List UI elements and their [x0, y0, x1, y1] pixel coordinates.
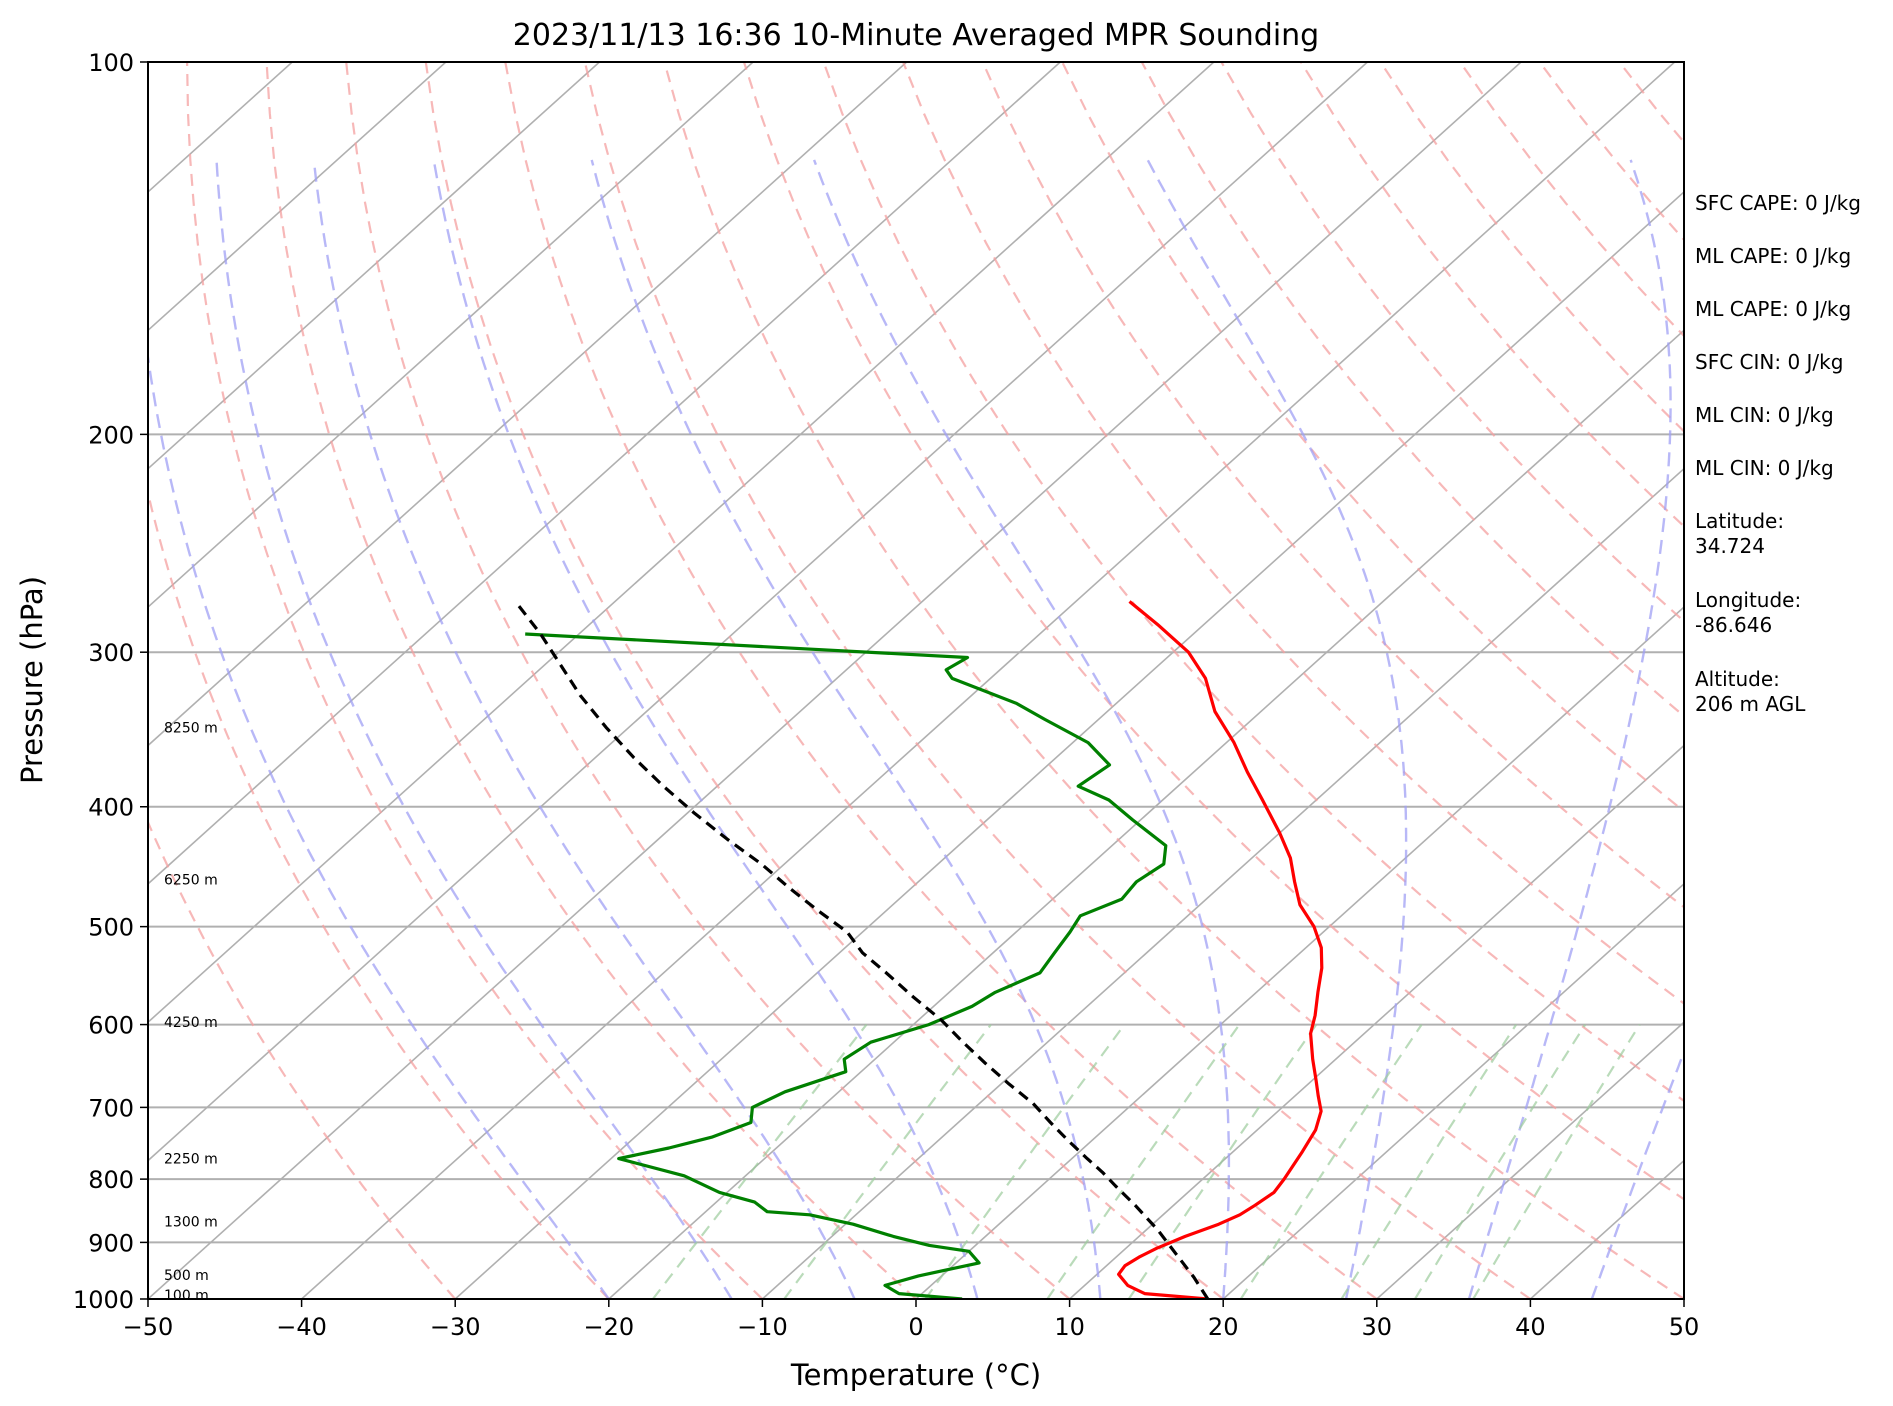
- isotherm-line: [148, 62, 1215, 1024]
- sounding-info: SFC CAPE: 0 J/kg ML CAPE: 0 J/kg ML CAPE: …: [1695, 191, 1861, 716]
- info-entry: Altitude: 206 m AGL: [1695, 667, 1806, 716]
- dry-adiabat: [981, 62, 1684, 909]
- x-tick-label: 50: [1669, 1313, 1700, 1341]
- x-tick-label: 30: [1362, 1313, 1393, 1341]
- parcel-line: [517, 604, 1210, 1299]
- mixing-ratio-line: [1472, 1024, 1641, 1299]
- moist-adiabat: [812, 159, 1231, 1299]
- dry-adiabat: [345, 62, 1071, 1299]
- isotherm-line: [1222, 882, 1684, 1299]
- y-tick-label: 600: [88, 1012, 134, 1040]
- moist-adiabat: [432, 159, 979, 1299]
- isotherm-line: [148, 62, 1061, 885]
- x-tick-label: −50: [123, 1313, 174, 1341]
- height-label: 8250 m: [164, 720, 218, 736]
- x-tick-label: −20: [583, 1313, 634, 1341]
- x-tick-label: −10: [737, 1313, 788, 1341]
- dry-adiabat: [663, 62, 1684, 1299]
- info-entry: SFC CIN: 0 J/kg: [1695, 350, 1843, 374]
- dry-adiabat: [504, 62, 1378, 1299]
- moist-adiabat: [590, 159, 1102, 1299]
- mixing-ratio-line: [652, 1023, 868, 1299]
- y-tick-label: 1000: [73, 1286, 134, 1314]
- height-labels: 8250 m 6250 m 4250 m 2250 m 1300 m 500 m 100 m: [164, 720, 218, 1304]
- chart-title: 2023/11/13 16:36 10-Minute Averaged MPR …: [513, 18, 1319, 53]
- isotherm-line: [148, 62, 447, 332]
- isotherm-line: [301, 62, 1676, 1299]
- x-tick-label: 40: [1515, 1313, 1546, 1341]
- mixing-ratio-line: [1046, 1023, 1241, 1299]
- dry-adiabat: [583, 62, 1532, 1299]
- isotherm-line: [148, 62, 754, 609]
- y-tick-label: 100: [88, 49, 134, 77]
- x-axis-ticks: −50 −40 −30 −20 −10 0 10 20 30 40 50: [123, 1299, 1700, 1341]
- isotherm-line: [1069, 744, 1684, 1299]
- info-entry: Longitude: -86.646: [1695, 588, 1801, 637]
- y-axis-label: Pressure (hPa): [15, 576, 49, 784]
- dry-adiabat: [265, 62, 917, 1299]
- height-label: 2250 m: [164, 1152, 218, 1168]
- info-entry: ML CIN: 0 J/kg: [1695, 456, 1834, 480]
- mixing-ratio-line: [1414, 1024, 1587, 1299]
- moist-adiabat: [215, 159, 733, 1299]
- info-entry: ML CAPE: 0 J/kg: [1695, 244, 1851, 268]
- x-tick-label: −30: [430, 1313, 481, 1341]
- dry-adiabat: [742, 62, 1684, 1201]
- mixing-ratio-line: [1340, 1024, 1518, 1299]
- background-grid: [148, 62, 1684, 1299]
- isotherm-line: [148, 62, 1369, 1162]
- y-tick-label: 300: [88, 639, 134, 667]
- moist-adiabat: [1467, 159, 1672, 1299]
- height-label: 500 m: [164, 1268, 209, 1284]
- height-label: 6250 m: [164, 872, 218, 888]
- dewpoint-line: [525, 632, 1168, 1299]
- isotherm-line: [761, 467, 1684, 1299]
- isotherm-line: [915, 606, 1684, 1299]
- info-entry: SFC CAPE: 0 J/kg: [1695, 191, 1861, 215]
- x-tick-label: −40: [276, 1313, 327, 1341]
- y-tick-label: 400: [88, 794, 134, 822]
- y-axis-ticks: 100 200 300 400 500 600 700 800 900 1000: [73, 49, 148, 1314]
- x-tick-label: 20: [1208, 1313, 1239, 1341]
- x-tick-label: 0: [908, 1313, 923, 1341]
- y-tick-label: 700: [88, 1094, 134, 1122]
- isotherm-line: [608, 329, 1684, 1299]
- moist-adiabat: [1146, 159, 1408, 1299]
- mixing-ratio-line: [924, 1023, 1126, 1299]
- height-label: 100 m: [164, 1288, 209, 1304]
- height-label: 4250 m: [164, 1015, 218, 1031]
- y-tick-label: 200: [88, 421, 134, 449]
- info-entry: Latitude: 34.724: [1695, 509, 1784, 558]
- y-tick-label: 800: [88, 1166, 134, 1194]
- height-label: 1300 m: [164, 1215, 218, 1231]
- isotherm-line: [148, 62, 1522, 1299]
- dry-adiabat: [822, 62, 1684, 1103]
- dry-adiabat: [902, 62, 1684, 1005]
- mixing-ratio-line: [1127, 1023, 1318, 1299]
- x-tick-label: 10: [1054, 1313, 1085, 1341]
- info-entry: ML CAPE: 0 J/kg: [1695, 297, 1851, 321]
- moist-adiabat: [148, 349, 610, 1299]
- sounding-series: [517, 600, 1324, 1299]
- y-tick-label: 500: [88, 914, 134, 942]
- mixing-ratio-line: [1239, 1023, 1423, 1299]
- isotherm-line: [1376, 1021, 1684, 1299]
- dry-adiabat: [148, 488, 610, 1299]
- x-axis-label: Temperature (°C): [790, 1358, 1041, 1392]
- isotherm-line: [148, 62, 601, 470]
- isotherm-line: [148, 62, 908, 747]
- dry-adiabat: [186, 62, 764, 1299]
- y-tick-label: 900: [88, 1229, 134, 1257]
- temperature-line: [1117, 600, 1324, 1299]
- moist-adiabat: [1590, 1048, 1684, 1299]
- info-entry: ML CIN: 0 J/kg: [1695, 403, 1834, 427]
- dry-adiabat: [1061, 62, 1684, 813]
- mixing-ratio-line: [783, 1023, 992, 1299]
- isotherm-line: [454, 190, 1684, 1299]
